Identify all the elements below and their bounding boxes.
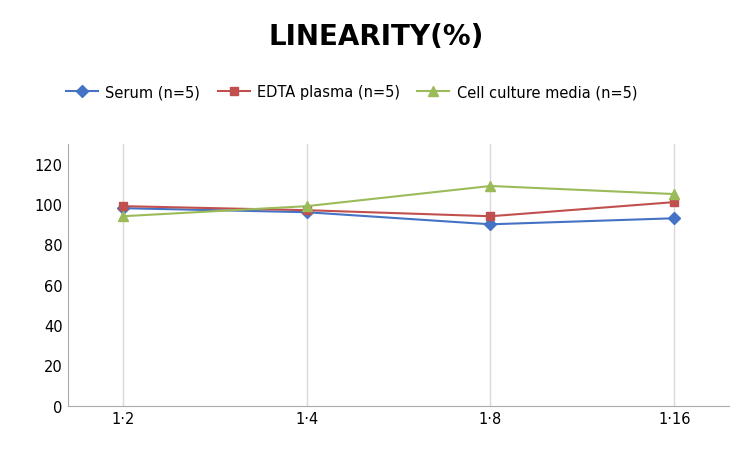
- Serum (n=5): [302, 210, 311, 216]
- Legend: Serum (n=5), EDTA plasma (n=5), Cell culture media (n=5): Serum (n=5), EDTA plasma (n=5), Cell cul…: [60, 79, 643, 106]
- Cell culture media (n=5): [486, 184, 495, 189]
- EDTA plasma (n=5): [670, 200, 679, 205]
- EDTA plasma (n=5): [118, 204, 127, 209]
- EDTA plasma (n=5): [486, 214, 495, 220]
- Line: Cell culture media (n=5): Cell culture media (n=5): [118, 182, 679, 221]
- Line: EDTA plasma (n=5): EDTA plasma (n=5): [119, 198, 678, 221]
- Cell culture media (n=5): [118, 214, 127, 220]
- Serum (n=5): [670, 216, 679, 221]
- Cell culture media (n=5): [670, 192, 679, 198]
- Serum (n=5): [486, 222, 495, 227]
- Serum (n=5): [118, 206, 127, 212]
- Line: Serum (n=5): Serum (n=5): [119, 205, 678, 229]
- EDTA plasma (n=5): [302, 208, 311, 213]
- Text: LINEARITY(%): LINEARITY(%): [268, 23, 484, 51]
- Cell culture media (n=5): [302, 204, 311, 209]
